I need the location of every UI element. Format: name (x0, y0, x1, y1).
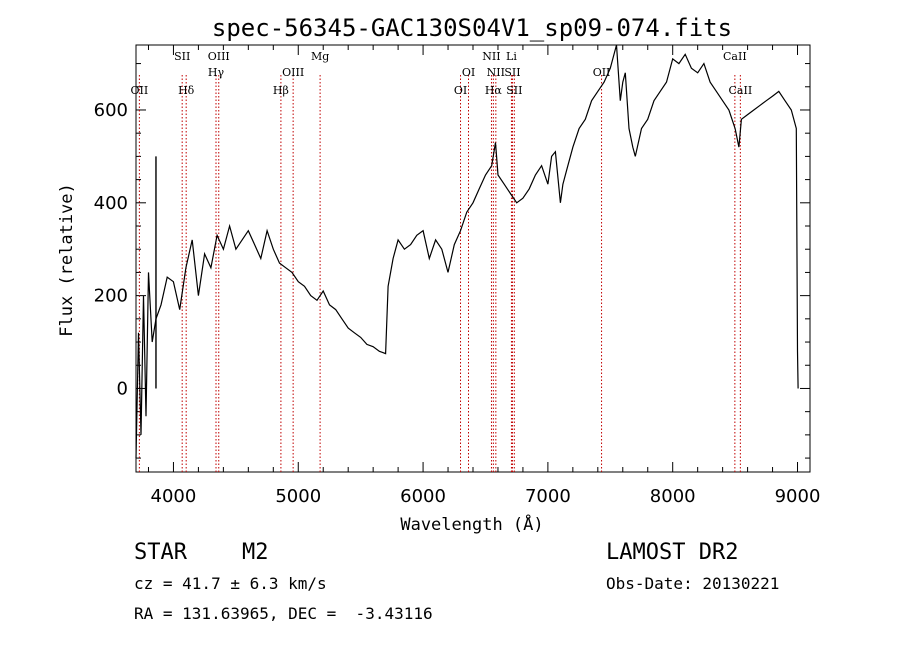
y-tick-label: 200 (94, 286, 128, 307)
redshift-velocity: cz = 41.7 ± 6.3 km/s (134, 574, 327, 593)
emission-line-label: OI (454, 84, 467, 97)
chart-title: spec-56345-GAC130S04V1_sp09-074.fits (212, 14, 732, 42)
x-axis-label: Wavelength (Å) (400, 513, 543, 535)
emission-line-label: Mg (311, 50, 329, 63)
x-axis: 4000 5000 6000 7000 8000 9000 (147, 45, 821, 507)
emission-line-label: Hδ (178, 84, 195, 97)
emission-line-label: Hγ (208, 66, 225, 79)
y-axis-label: Flux (relative) (57, 183, 77, 337)
emission-line-markers: OII SII Hδ OIII Hγ Hβ OIII Mg OI OI NII NII Hα Li SII S… (131, 50, 753, 472)
emission-line-label: OI (462, 66, 475, 79)
emission-line-label: CaII (723, 50, 747, 63)
x-tick-label: 7000 (525, 486, 571, 507)
object-subclass: M2 (242, 540, 269, 565)
emission-line-label: OII (593, 66, 611, 79)
emission-line-label: OIII (208, 50, 230, 63)
observation-date: Obs-Date: 20130221 (606, 574, 780, 593)
spectrum-series (135, 44, 799, 459)
emission-line-label: NII (487, 66, 505, 79)
x-tick-label: 4000 (151, 486, 197, 507)
emission-line-label: OII (131, 84, 149, 97)
survey-name: LAMOST DR2 (606, 540, 739, 565)
plot-frame (135, 44, 811, 473)
object-type: STAR (134, 540, 187, 565)
y-tick-label: 600 (94, 100, 128, 121)
y-axis: 0 200 400 600 (94, 63, 810, 459)
emission-line-label: Li (506, 50, 517, 63)
x-tick-label: 6000 (400, 486, 446, 507)
emission-line-label: SII (504, 66, 520, 79)
spectrum-line (135, 44, 799, 459)
y-tick-label: 0 (117, 378, 128, 399)
emission-line-label: NII (482, 50, 500, 63)
emission-line-label: CaII (729, 84, 753, 97)
emission-line-label: Hα (485, 84, 503, 97)
emission-line-label: SII (174, 50, 190, 63)
emission-line-label: Hβ (273, 84, 289, 97)
emission-line-label: SII (506, 84, 522, 97)
x-tick-label: 5000 (275, 486, 321, 507)
x-tick-label: 9000 (775, 486, 821, 507)
x-tick-label: 8000 (650, 486, 696, 507)
coordinates: RA = 131.63965, DEC = -3.43116 (134, 604, 433, 623)
y-tick-label: 400 (94, 193, 128, 214)
emission-line-label: OIII (282, 66, 304, 79)
